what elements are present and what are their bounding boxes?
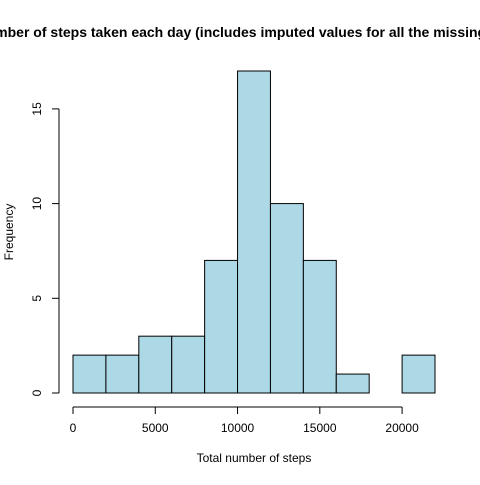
y-tick-label: 15 xyxy=(30,102,44,116)
y-axis-label: Frequency xyxy=(2,204,16,261)
y-tick-label: 0 xyxy=(30,389,44,396)
y-tick-label: 10 xyxy=(30,197,44,211)
histogram-bar xyxy=(401,354,436,394)
y-tick-label: 5 xyxy=(30,295,44,302)
histogram-bar xyxy=(204,259,239,394)
histogram-bar xyxy=(335,373,370,394)
x-tick-label: 0 xyxy=(70,421,77,435)
histogram-bar xyxy=(302,259,337,394)
y-axis: 0 5 10 15 xyxy=(30,102,60,396)
histogram-bar xyxy=(105,354,140,394)
histogram-bar xyxy=(237,70,271,394)
histogram-bar xyxy=(269,203,304,394)
x-tick-label: 15000 xyxy=(303,421,337,435)
histogram-bar xyxy=(138,335,173,394)
bars-group xyxy=(72,70,436,394)
x-tick-label: 5000 xyxy=(142,421,169,435)
histogram-bar xyxy=(72,354,107,394)
histogram-bar xyxy=(171,335,206,394)
chart-title: Total number of steps taken each day (in… xyxy=(0,24,480,40)
x-axis-label: Total number of steps xyxy=(197,451,312,465)
x-tick-label: 10000 xyxy=(221,421,255,435)
x-axis: 0 5000 10000 15000 20000 xyxy=(70,406,419,435)
x-tick-label: 20000 xyxy=(385,421,419,435)
